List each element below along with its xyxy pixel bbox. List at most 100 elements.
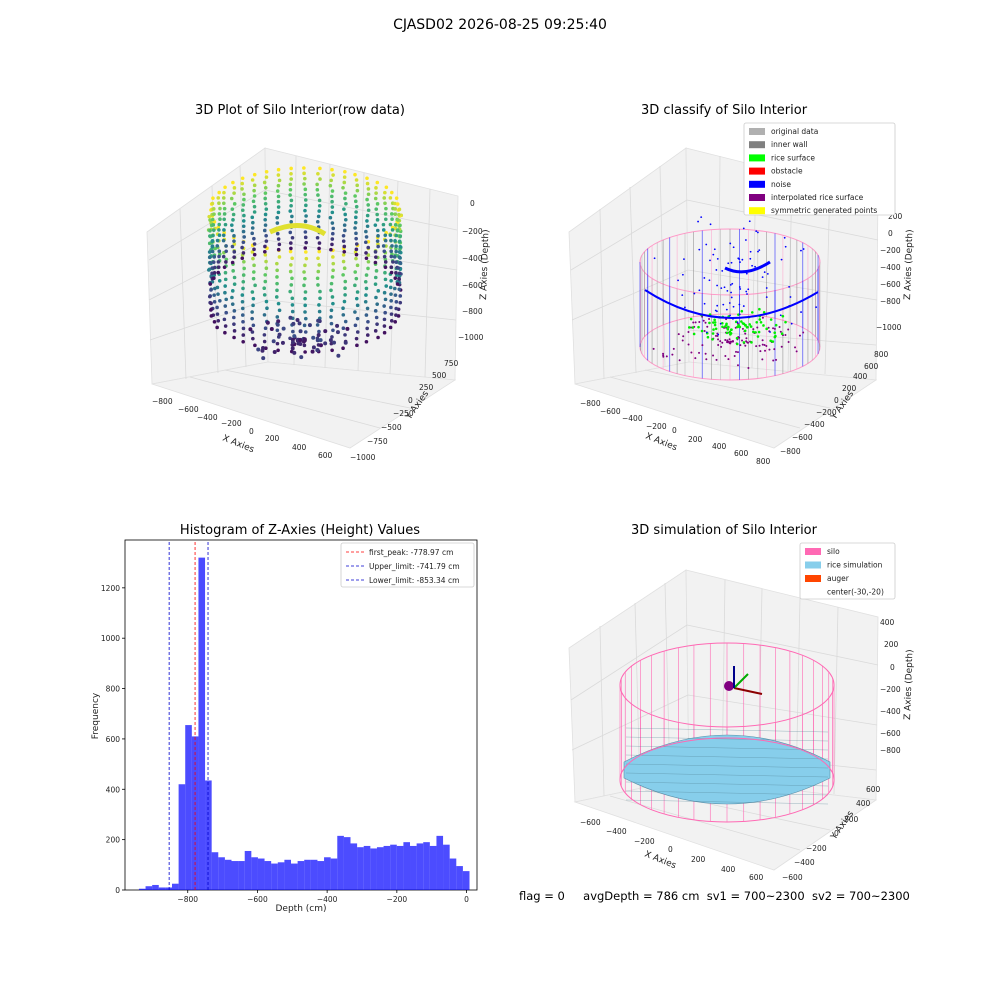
- histogram-bar: [343, 837, 351, 890]
- interpolated-point: [767, 326, 770, 329]
- raw-point: [363, 240, 368, 245]
- raw-point: [323, 329, 328, 334]
- raw-point: [302, 182, 306, 186]
- y-tick: 0: [408, 396, 413, 405]
- histogram-bar: [390, 844, 397, 890]
- legend-label: Lower_limit: -853.34 cm: [369, 576, 459, 585]
- raw-point: [252, 247, 256, 252]
- z-axis-ticks: 0 −200 −400 −600 −800 −1000: [458, 199, 484, 342]
- noise-point: [653, 257, 656, 260]
- rice-mesh-line: [625, 781, 829, 787]
- raw-feature: [268, 223, 327, 237]
- raw-point: [366, 203, 371, 207]
- raw-point: [276, 247, 281, 252]
- raw-point: [389, 292, 393, 296]
- raw-point: [240, 306, 245, 311]
- noise-point: [681, 294, 684, 296]
- raw-point: [315, 276, 320, 281]
- y-tick: −200: [816, 408, 837, 417]
- noise-point: [703, 277, 706, 279]
- raw-point: [232, 315, 236, 320]
- raw-point: [277, 308, 282, 313]
- x-tick-label: −400: [317, 895, 338, 904]
- raw-point: [230, 289, 235, 293]
- histogram-bar: [304, 859, 311, 890]
- raw-point: [393, 320, 398, 324]
- histogram-bar: [317, 861, 325, 890]
- raw-point: [336, 353, 341, 358]
- raw-point: [276, 199, 281, 204]
- raw-point: [366, 187, 371, 191]
- raw-point: [382, 249, 387, 254]
- raw-point: [310, 349, 315, 354]
- raw-point: [383, 217, 388, 222]
- interpolated-point: [787, 328, 790, 331]
- rice-point: [771, 340, 775, 343]
- rice-point: [727, 325, 730, 329]
- raw-point: [311, 335, 316, 340]
- raw-point: [242, 235, 246, 239]
- rice-point: [743, 329, 747, 333]
- x-tick: 600: [318, 451, 333, 460]
- raw-point: [210, 244, 215, 248]
- legend-label: auger: [827, 574, 850, 583]
- raw-point: [330, 199, 334, 204]
- raw-point: [208, 260, 213, 265]
- x-tick: 600: [749, 873, 764, 882]
- raw-point: [330, 275, 335, 279]
- z-tick: −1000: [458, 333, 484, 342]
- raw-point: [330, 348, 334, 353]
- panes-3d: [568, 569, 879, 871]
- x-tick: 400: [721, 865, 736, 874]
- raw-point: [382, 254, 387, 259]
- raw-point: [215, 244, 220, 248]
- rice-point: [737, 323, 740, 327]
- interpolated-point: [741, 327, 744, 330]
- histogram-bars: [138, 557, 470, 890]
- legend-swatch: [749, 141, 765, 149]
- raw-point: [343, 191, 348, 195]
- raw-point: [275, 215, 280, 220]
- z-axis-ticks: 200 0 −200 −400 −600 −800 −1000: [876, 212, 903, 332]
- raw-point: [252, 194, 257, 198]
- noise-point: [744, 239, 747, 241]
- raw-point: [365, 176, 369, 181]
- raw-point: [383, 270, 387, 275]
- raw-point: [341, 346, 345, 351]
- raw-point: [394, 300, 399, 304]
- raw-point: [302, 166, 306, 170]
- raw-point: [277, 255, 282, 259]
- x-axis-ticks: −800 −600 −400 −200 0 200 400 600: [152, 397, 333, 460]
- interpolated-point: [714, 334, 717, 337]
- rice-point: [711, 338, 714, 341]
- raw-point: [252, 172, 257, 177]
- raw-point: [241, 273, 246, 277]
- depth-histogram: −800 −600 −400 −200 0 020040060080010001200 …: [91, 539, 478, 914]
- raw-point: [303, 316, 308, 321]
- raw-point: [230, 244, 235, 249]
- raw-point: [354, 252, 359, 257]
- interpolated-point: [694, 321, 697, 324]
- raw-point: [354, 247, 359, 252]
- x-tick: −400: [606, 827, 627, 836]
- raw-point: [390, 190, 394, 195]
- raw-point: [289, 263, 293, 267]
- raw-point: [355, 330, 360, 334]
- raw-point: [250, 310, 254, 314]
- raw-point: [299, 355, 304, 360]
- raw-point: [275, 288, 279, 293]
- raw-point: [264, 259, 268, 264]
- rice-point: [729, 332, 733, 335]
- raw-point: [364, 229, 368, 234]
- raw-data-3d-plot: −800 −600 −400 −200 0 200 400 600 X Axie…: [146, 147, 491, 462]
- raw-point: [382, 304, 386, 308]
- y-axis-ticks: −800 −600 −400 −200 0 200 400 600 800: [780, 350, 889, 456]
- noise-point: [790, 322, 793, 325]
- noise-point: [763, 271, 766, 274]
- raw-point: [343, 217, 348, 222]
- interpolated-point: [662, 355, 665, 358]
- raw-point: [397, 255, 402, 260]
- raw-point: [241, 219, 246, 223]
- simulation-3d-plot: −600 −400 −200 0 200 400 600 X Axies −60…: [568, 542, 915, 882]
- raw-point: [211, 207, 216, 211]
